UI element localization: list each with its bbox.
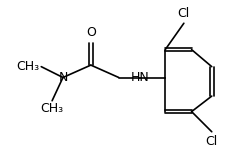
Text: Cl: Cl bbox=[177, 7, 189, 20]
Text: CH₃: CH₃ bbox=[17, 60, 40, 73]
Text: N: N bbox=[58, 71, 67, 84]
Text: O: O bbox=[86, 26, 96, 39]
Text: Cl: Cl bbox=[205, 135, 217, 148]
Text: CH₃: CH₃ bbox=[40, 102, 64, 115]
Text: HN: HN bbox=[131, 71, 149, 84]
